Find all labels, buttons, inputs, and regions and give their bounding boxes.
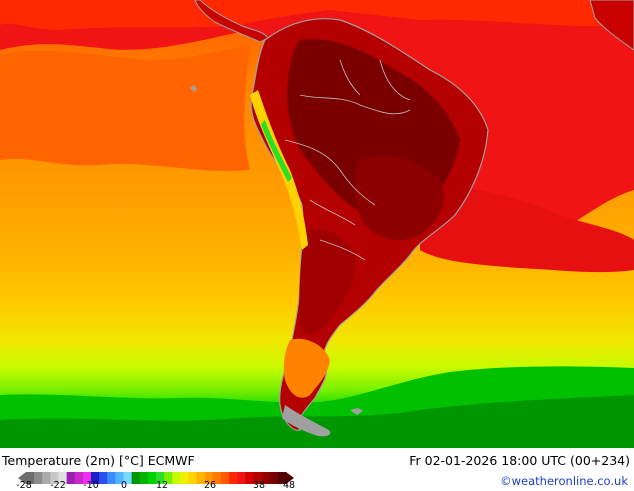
scale-swatch	[237, 472, 246, 484]
scale-tick: 48	[282, 480, 296, 491]
scale-tick: -22	[50, 480, 66, 491]
scale-tick: 26	[203, 480, 217, 491]
central-america-land	[194, 0, 269, 43]
color-scale-bar	[18, 472, 294, 484]
scale-tick: -10	[83, 480, 99, 491]
scale-swatch	[221, 472, 230, 484]
scale-swatch	[82, 472, 92, 484]
scale-swatch	[196, 472, 206, 484]
map-footer: Temperature (2m) [°C] ECMWF Fr 02-01-202…	[0, 448, 634, 490]
scale-swatch	[131, 472, 141, 484]
south-atlantic-red	[420, 187, 634, 273]
scale-swatch	[164, 472, 173, 484]
country-borders	[284, 59, 411, 261]
map-title: Temperature (2m) [°C] ECMWF	[2, 453, 195, 468]
scale-swatch	[204, 472, 214, 484]
scale-swatch	[253, 472, 263, 484]
scale-swatch	[188, 472, 198, 484]
galapagos-islands	[190, 85, 197, 92]
brazil-deep-red	[354, 156, 444, 241]
scale-tick: 0	[120, 480, 128, 491]
scale-swatch	[107, 472, 116, 484]
scale-swatch	[180, 472, 189, 484]
scale-swatch	[261, 472, 271, 484]
scale-swatch	[74, 472, 84, 484]
andes-green-strip	[261, 120, 292, 182]
color-scale-ticks: -28 -22 -10 0 12 26 38 48	[0, 481, 310, 491]
scale-swatch	[123, 472, 133, 484]
warm-orange-west	[0, 45, 250, 172]
scale-swatch	[156, 472, 165, 484]
scale-swatch	[99, 472, 108, 484]
southern-dark-green	[0, 395, 634, 448]
scale-tick: -28	[16, 480, 32, 491]
scale-swatch	[58, 472, 68, 484]
scale-swatch	[115, 472, 124, 484]
scale-swatch	[229, 472, 238, 484]
scale-tick: 12	[155, 480, 169, 491]
scale-swatch	[172, 472, 181, 484]
scale-swatch	[50, 472, 59, 484]
valid-time: Fr 02-01-2026 18:00 UTC (00+234)	[409, 453, 630, 468]
scale-swatch	[212, 472, 222, 484]
temperature-map	[0, 0, 634, 448]
falkland-islands	[350, 408, 363, 415]
scale-swatch	[269, 472, 279, 484]
patagonia-orange	[283, 338, 330, 398]
scale-swatch	[26, 472, 35, 484]
scale-tick: 38	[252, 480, 266, 491]
scale-swatch	[91, 472, 100, 484]
scale-swatch	[147, 472, 157, 484]
tropical-red-band-north	[0, 0, 634, 30]
scale-swatch	[277, 472, 287, 484]
scale-swatch	[66, 472, 76, 484]
scale-swatch	[245, 472, 254, 484]
scale-arrow-low	[18, 472, 26, 484]
credit-link[interactable]: ©weatheronline.co.uk	[500, 474, 628, 488]
pampas-red	[299, 228, 356, 335]
tierra-del-fuego	[282, 405, 331, 437]
scale-swatch	[139, 472, 149, 484]
scale-swatch	[34, 472, 43, 484]
scale-swatch	[42, 472, 51, 484]
scale-arrow-high	[286, 472, 294, 484]
